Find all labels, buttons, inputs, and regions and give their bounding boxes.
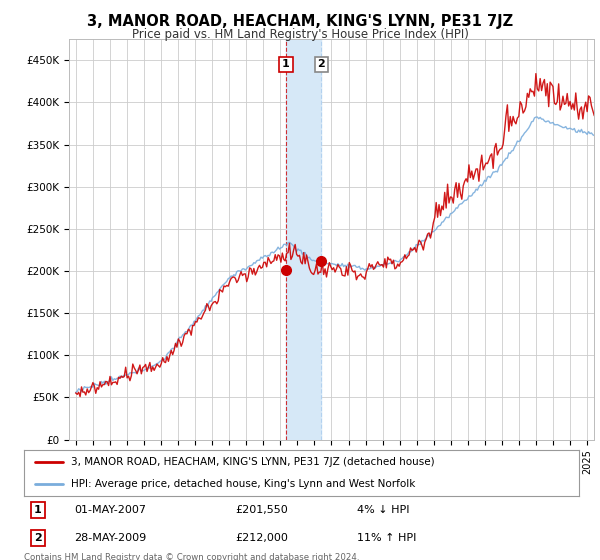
Text: 2: 2 xyxy=(317,59,325,69)
Text: £201,550: £201,550 xyxy=(235,505,287,515)
Text: 28-MAY-2009: 28-MAY-2009 xyxy=(74,533,146,543)
Bar xyxy=(286,39,322,440)
Text: 11% ↑ HPI: 11% ↑ HPI xyxy=(357,533,416,543)
Text: Price paid vs. HM Land Registry's House Price Index (HPI): Price paid vs. HM Land Registry's House … xyxy=(131,28,469,41)
Text: Contains HM Land Registry data © Crown copyright and database right 2024.
This d: Contains HM Land Registry data © Crown c… xyxy=(24,553,359,560)
Text: 01-MAY-2007: 01-MAY-2007 xyxy=(74,505,146,515)
Text: 1: 1 xyxy=(282,59,290,69)
Text: 3, MANOR ROAD, HEACHAM, KING'S LYNN, PE31 7JZ: 3, MANOR ROAD, HEACHAM, KING'S LYNN, PE3… xyxy=(87,14,513,29)
Text: 3, MANOR ROAD, HEACHAM, KING'S LYNN, PE31 7JZ (detached house): 3, MANOR ROAD, HEACHAM, KING'S LYNN, PE3… xyxy=(71,457,435,467)
Text: 4% ↓ HPI: 4% ↓ HPI xyxy=(357,505,409,515)
Text: 2: 2 xyxy=(34,533,42,543)
Text: HPI: Average price, detached house, King's Lynn and West Norfolk: HPI: Average price, detached house, King… xyxy=(71,479,416,489)
Text: 1: 1 xyxy=(34,505,42,515)
Text: £212,000: £212,000 xyxy=(235,533,288,543)
